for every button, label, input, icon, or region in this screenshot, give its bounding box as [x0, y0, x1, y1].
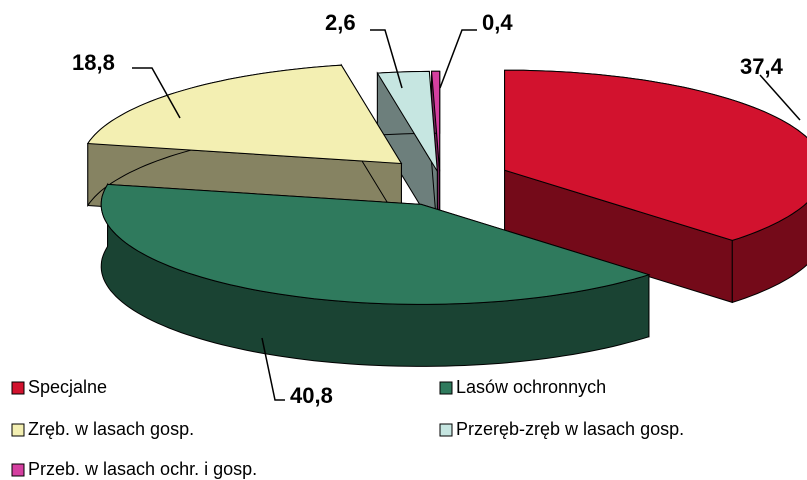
value-label: 0,4 — [482, 10, 513, 35]
slice — [504, 69, 807, 241]
leader-line — [261, 337, 285, 401]
legend-label: Przeb. w lasach ochr. i gosp. — [28, 459, 257, 479]
legend-label: Przeręb-zręb w lasach gosp. — [456, 419, 684, 439]
slice — [376, 70, 438, 172]
leader-line — [439, 29, 477, 89]
legend-swatch — [11, 463, 25, 477]
legend-swatch — [11, 423, 25, 437]
legend-label: Lasów ochronnych — [456, 377, 606, 397]
legend-label: Specjalne — [28, 377, 107, 397]
legend-swatch — [439, 423, 453, 437]
legend: Specjalne Lasów ochronnych Zręb. w lasach … — [11, 377, 684, 479]
slice — [431, 70, 441, 172]
value-label: 40,8 — [290, 383, 333, 408]
leader-line — [370, 29, 403, 89]
slice — [100, 183, 651, 305]
legend-label: Zręb. w lasach gosp. — [28, 419, 194, 439]
value-label: 2,6 — [325, 10, 356, 35]
value-label: 37,4 — [740, 54, 784, 79]
pie — [86, 63, 807, 367]
slice — [86, 64, 403, 165]
legend-swatch — [439, 381, 453, 395]
leader-line — [759, 74, 801, 121]
value-label: 18,8 — [72, 50, 115, 75]
leader-line — [132, 67, 181, 119]
legend-swatch — [11, 381, 25, 395]
